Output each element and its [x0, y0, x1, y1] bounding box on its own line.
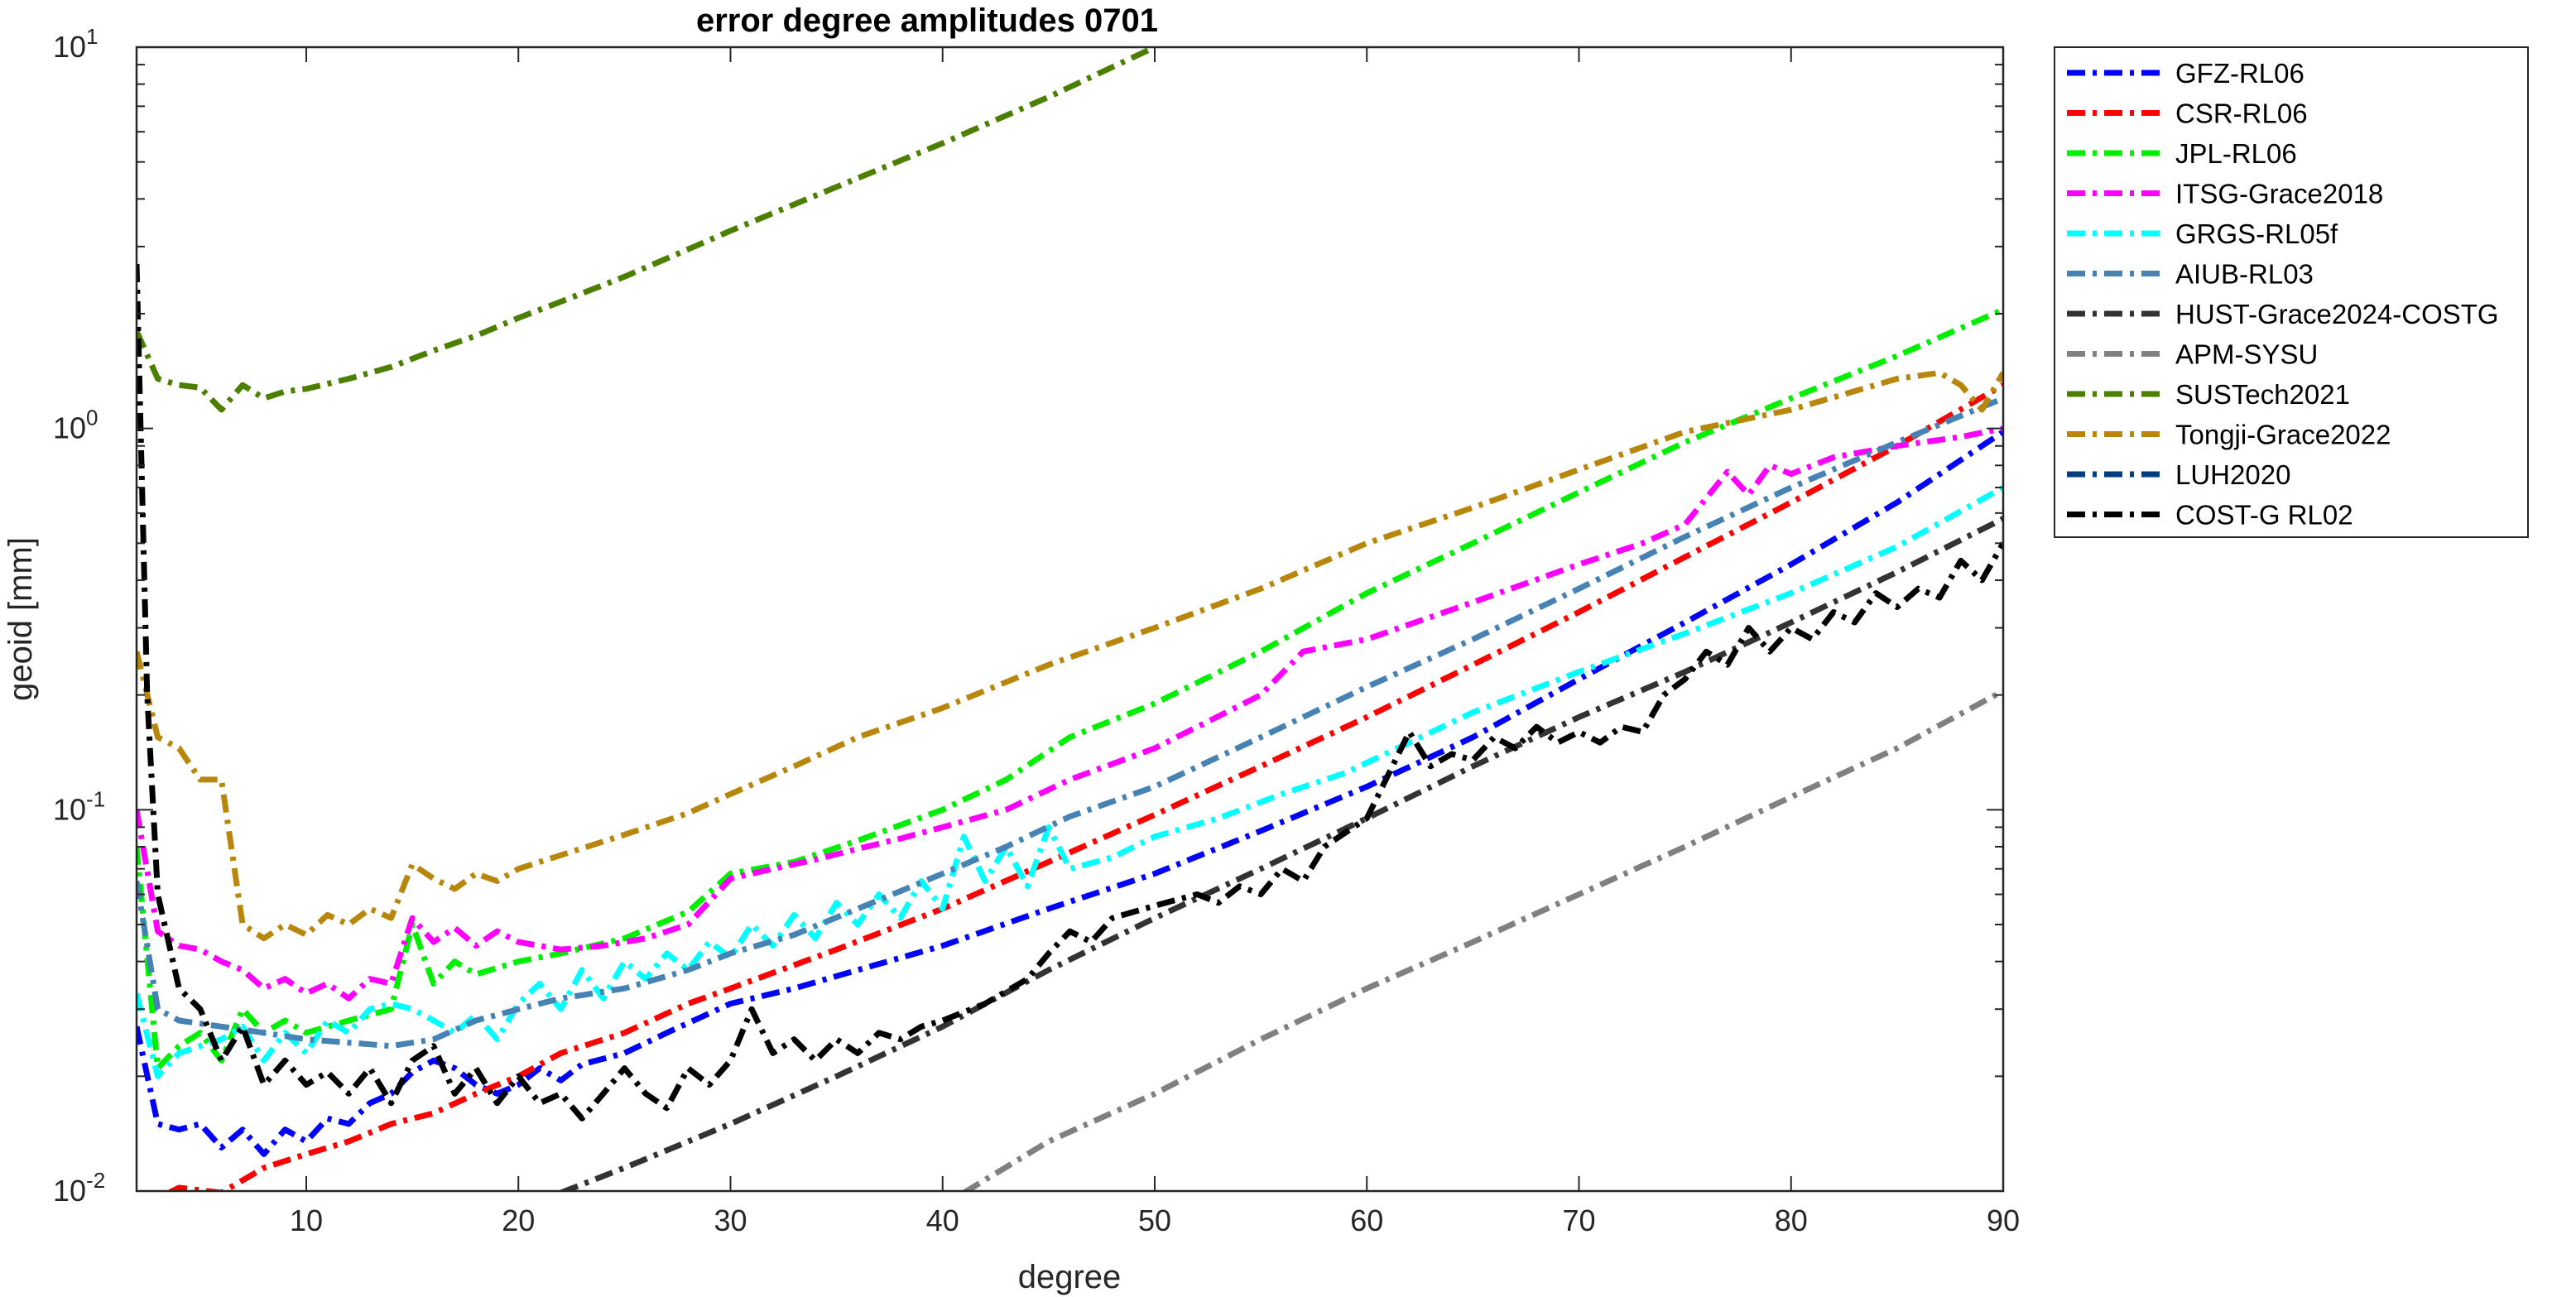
legend-label-csr-rl06: CSR-RL06: [2175, 98, 2308, 129]
y-tick-label: 101: [53, 24, 99, 64]
x-tick-label: 40: [926, 1203, 959, 1237]
x-tick-label: 10: [290, 1203, 323, 1237]
legend-label-jpl-rl06: JPL-RL06: [2175, 138, 2297, 169]
y-tick-label: 10-1: [53, 786, 105, 826]
legend-label-gfz-rl06: GFZ-RL06: [2175, 58, 2304, 89]
series-line-aiub-rl03: [137, 395, 2003, 1050]
y-tick-label: 10-2: [53, 1168, 105, 1208]
legend-label-grgs-rl05f: GRGS-RL05f: [2175, 219, 2338, 249]
x-tick-label: 60: [1350, 1203, 1383, 1237]
x-tick-label: 90: [1987, 1203, 2020, 1237]
legend-items: GFZ-RL06 CSR-RL06 JPL-RL06 ITSG-Grace2018 GR…: [2067, 58, 2499, 531]
series-line-itsg-grace2018: [137, 425, 2003, 1002]
legend-label-tongji-grace2022: Tongji-Grace2022: [2175, 420, 2391, 450]
x-tick-label: 70: [1562, 1203, 1595, 1237]
legend: GFZ-RL06 CSR-RL06 JPL-RL06 ITSG-Grace2018 GR…: [2054, 46, 2529, 538]
series-line-tongji-grace2022: [137, 369, 2003, 942]
series-line-cost-g-rl02: [137, 263, 2003, 1122]
series-line-hust-grace2024-costg: [560, 516, 2003, 1191]
series-line-csr-rl06: [166, 382, 2003, 1191]
x-tick-label: 20: [502, 1203, 535, 1237]
y-tick-label: 100: [53, 406, 99, 445]
x-axis-label: degree: [1018, 1259, 1122, 1295]
legend-label-hust-grace2024-costg: HUST-Grace2024-COSTG: [2175, 299, 2499, 329]
legend-label-luh2020: LUH2020: [2175, 459, 2290, 490]
plot-frame: [135, 46, 2005, 1193]
series-line-sustech2021: [137, 47, 1156, 413]
series-line-apm-sysu: [962, 688, 2003, 1191]
series-layer: [137, 47, 2003, 1191]
x-tick-label: 80: [1775, 1203, 1808, 1237]
y-axis-label: geoid [mm]: [2, 537, 39, 701]
legend-label-aiub-rl03: AIUB-RL03: [2175, 259, 2314, 290]
legend-label-cost-g-rl02: COST-G RL02: [2175, 500, 2353, 531]
x-tick-label: 50: [1138, 1203, 1171, 1237]
legend-box: [2054, 46, 2529, 538]
ticks-layer: 10 20 30 40 50 60 70 80 90 101 100 10-1 10-2: [53, 24, 2020, 1237]
chart-title: error degree amplitudes 0701: [696, 2, 1158, 39]
legend-label-sustech2021: SUSTech2021: [2175, 379, 2350, 410]
series-line-grgs-rl05f: [137, 484, 2003, 1079]
x-tick-label: 30: [714, 1203, 747, 1237]
legend-label-itsg-grace2018: ITSG-Grace2018: [2175, 179, 2383, 209]
series-line-gfz-rl06: [137, 429, 2003, 1157]
legend-label-apm-sysu: APM-SYSU: [2175, 339, 2318, 370]
